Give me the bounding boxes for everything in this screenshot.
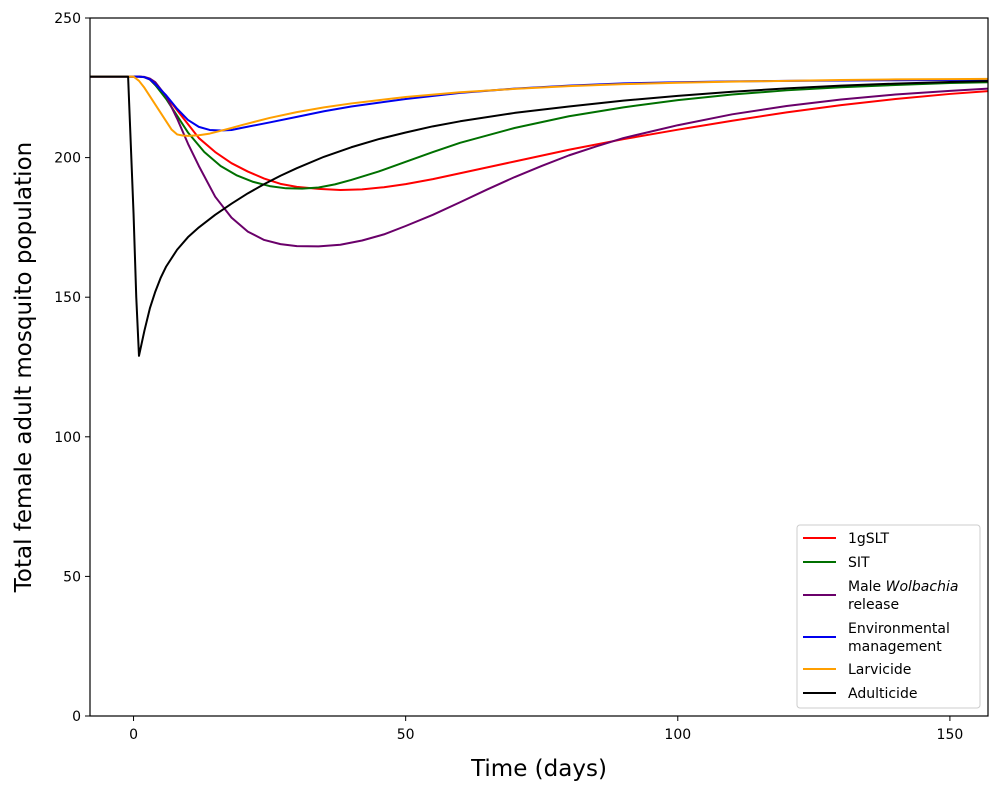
legend-label: Environmental [848,621,950,637]
x-axis-title: Time (days) [470,756,607,782]
y-tick-label: 150 [54,290,81,306]
legend: 1gSLT SIT Male Wolbachia release Environment… [796,524,981,709]
y-tick-label: 250 [54,11,81,27]
x-axis: 0 50 100 150 [129,716,963,743]
series-line-4 [90,75,988,137]
legend-box [796,524,981,709]
y-axis-title: Total female adult mosquito population [11,142,37,593]
legend-label-line2: management [848,639,942,655]
legend-label: Adulticide [848,686,917,702]
plot-frame [89,17,989,717]
legend-label: Larvicide [848,662,911,678]
series-line-1 [90,75,988,190]
legend-label: 1gSLT [848,531,890,547]
x-tick-label: 100 [664,727,691,743]
y-tick-label: 200 [54,151,81,167]
y-tick-label: 0 [72,709,81,725]
y-axis: 0 50 100 150 200 250 [54,11,90,725]
legend-label: Male Wolbachia [848,579,958,595]
legend-label-line2: release [848,597,899,613]
y-tick-label: 50 [63,569,81,585]
x-tick-label: 0 [129,727,138,743]
x-tick-label: 150 [937,727,964,743]
x-tick-label: 50 [397,727,415,743]
series-line-5 [90,75,988,357]
legend-label: SIT [848,555,870,571]
series-line-0 [90,75,988,191]
plot-area [90,75,988,357]
y-tick-label: 100 [54,430,81,446]
series-line-2 [90,75,988,248]
